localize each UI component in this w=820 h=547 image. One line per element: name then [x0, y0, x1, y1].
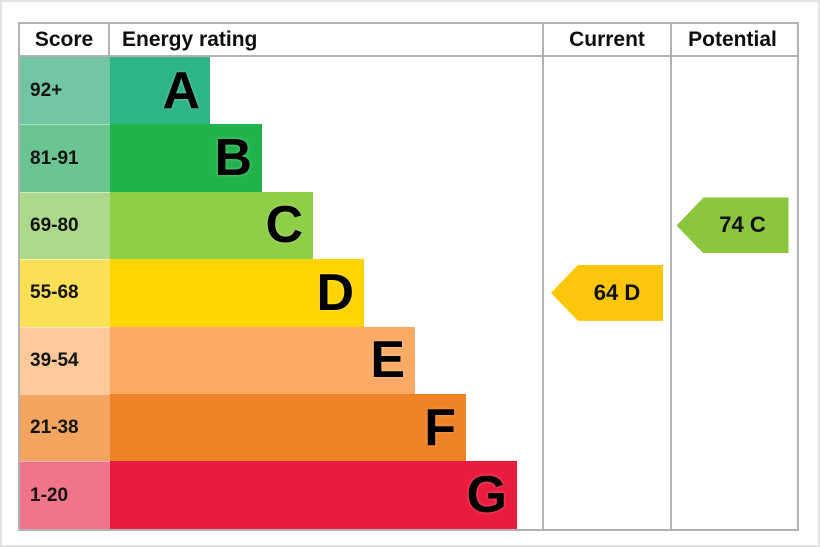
score-range-a: 92+: [20, 57, 110, 125]
current-column-header: Current: [542, 24, 670, 55]
energy-rating-column-header: Energy rating: [122, 27, 258, 51]
rating-bar-f: F: [110, 393, 466, 462]
score-column-header: Score: [20, 24, 110, 55]
rating-bar-e: E: [110, 326, 415, 394]
band-row-b: 81-91 B: [20, 124, 797, 192]
potential-cell-c: 74 C: [670, 191, 793, 260]
band-row-g: 1-20 G: [20, 461, 797, 529]
potential-cell-f: [670, 393, 793, 462]
band-row-d: 55-68 D 64 D: [20, 259, 797, 327]
current-cell-d: 64 D: [542, 259, 670, 327]
current-cell-f: [542, 393, 670, 462]
current-cell-e: [542, 326, 670, 394]
band-row-a: 92+ A: [20, 57, 797, 125]
potential-cell-e: [670, 326, 793, 394]
rating-bar-d: D: [110, 259, 364, 327]
rating-bar-a: A: [110, 57, 210, 125]
current-rating-arrow: 64 D: [551, 264, 663, 321]
potential-cell-b: [670, 124, 793, 192]
potential-column-header: Potential: [670, 24, 793, 55]
band-row-c: 69-80 C 74 C: [20, 191, 797, 260]
current-cell-a: [542, 57, 670, 125]
potential-cell-g: [670, 461, 793, 529]
rating-bar-b: B: [110, 124, 262, 192]
score-range-e: 39-54: [20, 326, 110, 394]
potential-cell-a: [670, 57, 793, 125]
band-row-f: 21-38 F: [20, 393, 797, 462]
current-cell-c: [542, 191, 670, 260]
current-cell-g: [542, 461, 670, 529]
score-range-c: 69-80: [20, 191, 110, 260]
rating-bar-c: C: [110, 191, 313, 260]
score-range-d: 55-68: [20, 259, 110, 327]
band-row-e: 39-54 E: [20, 326, 797, 394]
score-range-f: 21-38: [20, 393, 110, 462]
score-range-b: 81-91: [20, 124, 110, 192]
score-range-g: 1-20: [20, 461, 110, 529]
energy-rating-table: Score Energy rating Current Potential 92…: [18, 22, 799, 531]
rating-bar-g: G: [110, 461, 517, 529]
potential-rating-arrow: 74 C: [676, 197, 789, 254]
current-cell-b: [542, 124, 670, 192]
potential-cell-d: [670, 259, 793, 327]
header-row: Score Energy rating Current Potential: [20, 24, 797, 57]
